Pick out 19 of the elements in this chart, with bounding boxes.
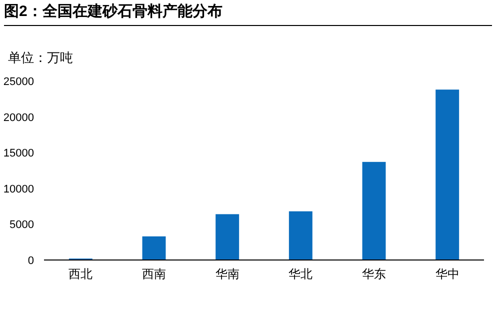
bar [436, 90, 460, 260]
y-tick-label: 0 [28, 255, 34, 267]
bar [216, 214, 240, 260]
bar [362, 162, 386, 260]
y-tick-label: 20000 [3, 112, 34, 124]
y-tick-label: 10000 [3, 183, 34, 196]
y-tick-label: 5000 [10, 219, 34, 232]
y-tick-label: 25000 [3, 76, 34, 88]
x-tick-label: 华东 [362, 267, 386, 281]
x-tick-label: 西南 [142, 267, 166, 281]
x-tick-label: 华南 [215, 267, 240, 281]
y-axis-title: 单位：万吨 [8, 50, 73, 65]
x-tick-label: 华北 [288, 267, 313, 281]
bar [142, 236, 166, 260]
x-tick-label: 西北 [68, 267, 93, 281]
y-tick-label: 15000 [3, 148, 34, 160]
bar [288, 211, 312, 260]
chart-title: 图2：全国在建砂石骨料产能分布 [4, 2, 492, 26]
x-tick-label: 华中 [435, 267, 460, 281]
